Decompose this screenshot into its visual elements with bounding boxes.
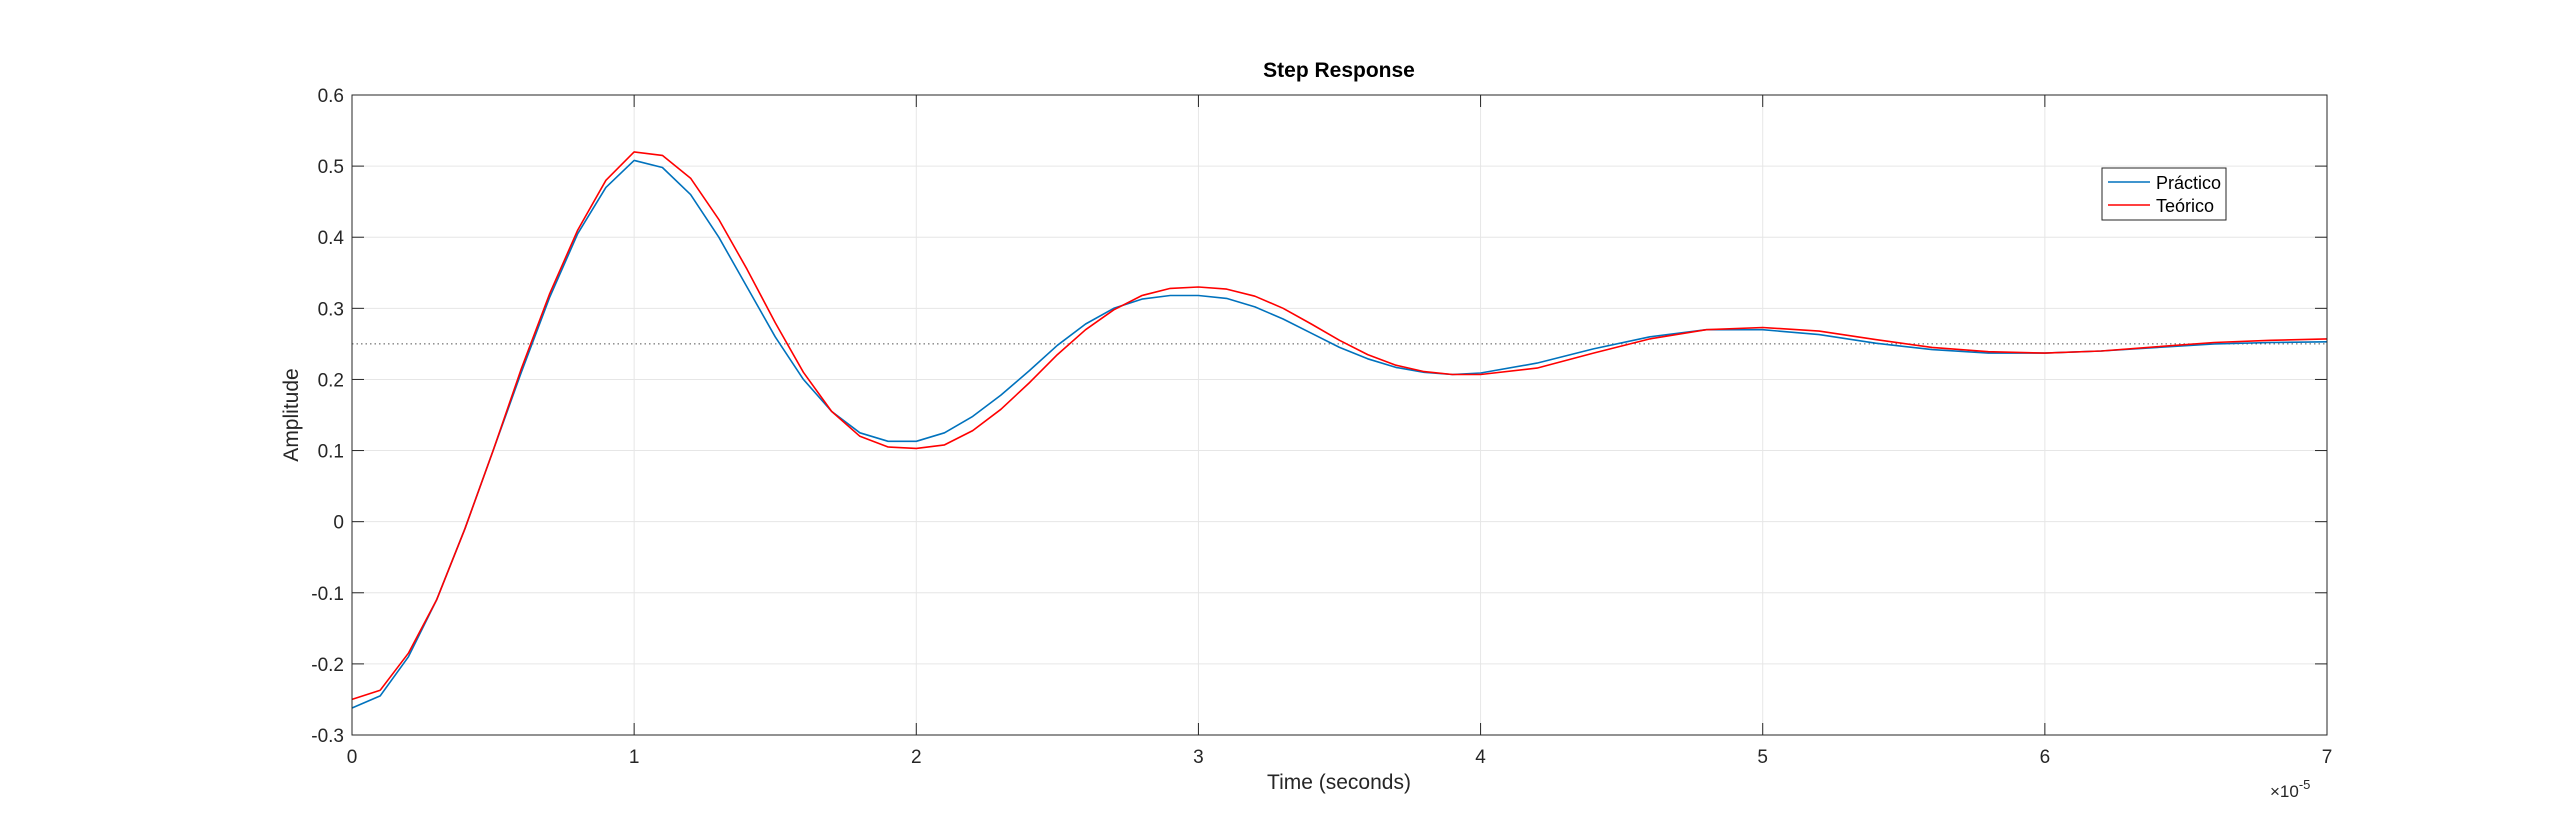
y-tick-label: 0 (333, 513, 344, 534)
y-tick-label: -0.1 (311, 584, 344, 605)
y-tick-label: -0.2 (311, 655, 344, 676)
x-tick-label: 2 (911, 747, 922, 768)
x-tick-label: 3 (1193, 747, 1204, 768)
plot-frame (351, 94, 2328, 736)
series-layer (351, 151, 2328, 709)
plot-area (352, 95, 2327, 735)
legend-label-practico: Práctico (2156, 173, 2221, 193)
x-tick-label: 4 (1475, 747, 1486, 768)
x-axis-multiplier-base: ×10 (2270, 782, 2299, 801)
x-tick-label: 0 (347, 747, 358, 768)
y-tick-label: 0.2 (318, 370, 344, 391)
x-tick-label: 6 (2040, 747, 2051, 768)
y-tick-label: 0.1 (318, 442, 344, 463)
x-tick-label: 5 (1757, 747, 1768, 768)
tick-marks (351, 94, 2328, 736)
x-axis-multiplier: ×10-5 (2270, 777, 2310, 801)
legend-box (2101, 167, 2227, 221)
y-tick-label: -0.3 (311, 726, 344, 747)
y-tick-labels: -0.3 -0.2 -0.1 0 0.1 0.2 0.3 0.4 0.5 0.6 (311, 86, 344, 747)
chart-title: Step Response (1263, 59, 1415, 82)
x-tick-label: 1 (629, 747, 640, 768)
x-tick-label: 7 (2322, 747, 2333, 768)
x-axis-multiplier-exponent: -5 (2299, 777, 2311, 792)
series-line-practico (351, 159, 2328, 709)
legend-label-teorico: Teórico (2156, 196, 2214, 216)
x-axis-label: Time (seconds) (1267, 771, 1411, 794)
x-tick-labels: 0 1 2 3 4 5 6 7 (347, 747, 2333, 768)
legend: Práctico Teórico (2101, 167, 2227, 221)
y-tick-label: 0.5 (318, 157, 344, 178)
y-tick-label: 0.6 (318, 86, 344, 107)
y-axis-label: Amplitude (280, 368, 303, 461)
y-tick-label: 0.4 (318, 228, 345, 249)
series-line-teorico (351, 151, 2328, 701)
y-tick-label: 0.3 (318, 299, 344, 320)
